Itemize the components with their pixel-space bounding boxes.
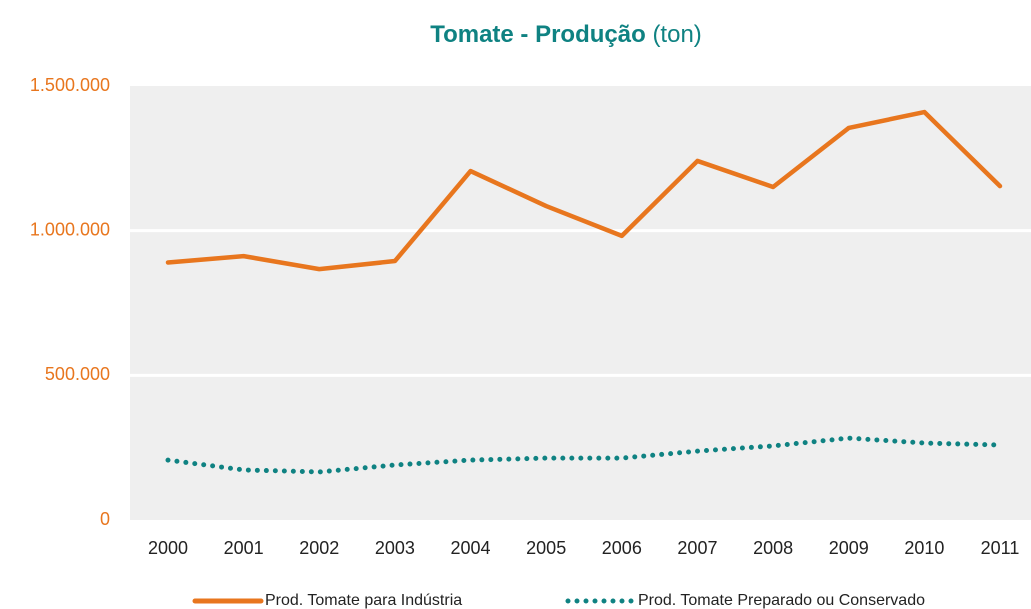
x-tick-label: 2006 <box>602 538 642 558</box>
x-tick-label: 2002 <box>299 538 339 558</box>
legend-label: Prod. Tomate Preparado ou Conservado <box>638 592 925 609</box>
x-tick-label: 2010 <box>904 538 944 558</box>
x-tick-label: 2000 <box>148 538 188 558</box>
x-tick-label: 2003 <box>375 538 415 558</box>
x-tick-label: 2011 <box>981 538 1020 558</box>
title-main: Tomate - Produção <box>430 21 646 48</box>
y-tick-label: 1.500.000 <box>30 75 110 95</box>
y-tick-label: 1.000.000 <box>30 219 110 239</box>
title-unit: (ton) <box>652 21 701 48</box>
x-tick-label: 2005 <box>526 538 566 558</box>
x-tick-label: 2004 <box>451 538 491 558</box>
x-tick-label: 2009 <box>829 538 869 558</box>
series-line <box>165 435 1003 475</box>
plot-area <box>130 86 1031 520</box>
y-tick-label: 0 <box>100 509 110 529</box>
y-tick-label: 500.000 <box>45 364 110 384</box>
x-tick-label: 2001 <box>224 538 264 558</box>
x-tick-label: 2008 <box>753 538 793 558</box>
series-line <box>165 109 1003 272</box>
x-tick-label: 2007 <box>677 538 717 558</box>
chart-title: Tomate - Produção (ton) <box>430 21 702 48</box>
legend-label: Prod. Tomate para Indústria <box>265 592 462 609</box>
